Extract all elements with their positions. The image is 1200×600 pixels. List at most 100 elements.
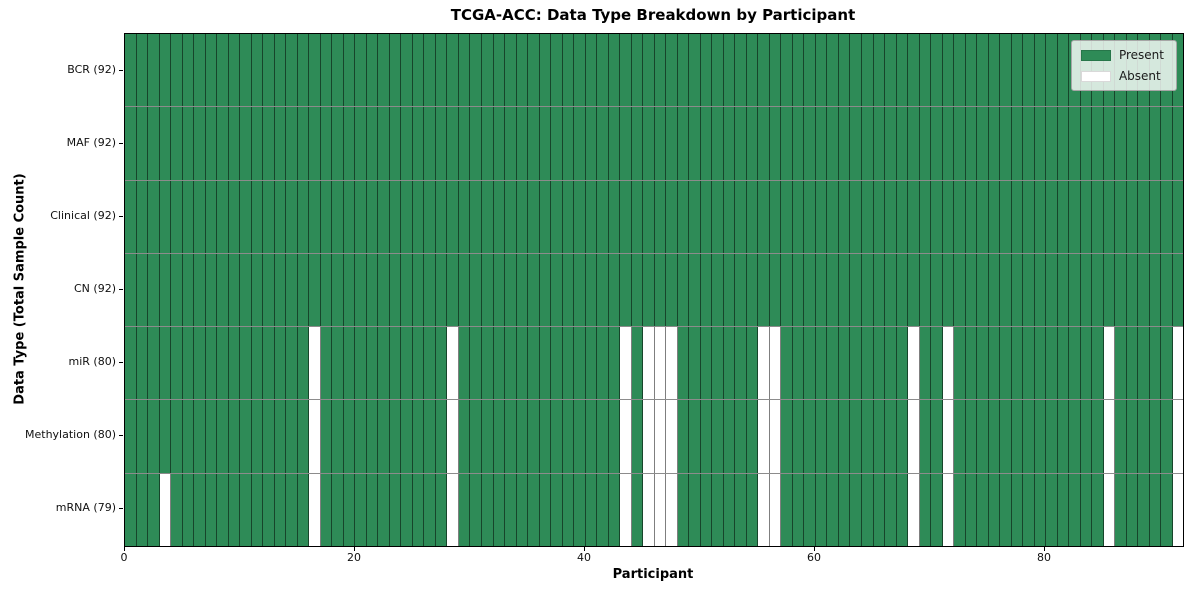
heatmap-cell xyxy=(159,400,172,473)
heatmap-cell xyxy=(1092,107,1104,180)
heatmap-cell xyxy=(1011,400,1024,473)
heatmap-cell xyxy=(804,400,816,473)
heatmap-cell xyxy=(228,473,241,546)
heatmap-cell xyxy=(1034,327,1047,400)
heatmap-cell xyxy=(942,253,955,327)
heatmap-cell xyxy=(585,34,598,107)
heatmap-cell xyxy=(125,180,137,253)
heatmap-cell xyxy=(539,473,552,546)
heatmap-cell xyxy=(516,400,529,473)
heatmap-cell xyxy=(712,34,724,107)
heatmap-cell xyxy=(228,180,241,253)
heatmap-cell xyxy=(804,473,816,546)
heatmap-cell xyxy=(574,34,586,107)
heatmap-cell xyxy=(424,473,436,546)
heatmap-cell xyxy=(815,34,828,107)
heatmap-cell xyxy=(562,253,575,327)
heatmap-cell xyxy=(528,253,540,327)
heatmap-cell xyxy=(977,34,989,107)
heatmap-cell xyxy=(597,473,609,546)
heatmap-cell xyxy=(597,180,609,253)
heatmap-cell xyxy=(263,400,275,473)
heatmap-cell xyxy=(1046,473,1058,546)
heatmap-cell xyxy=(769,34,782,107)
heatmap-cell xyxy=(274,34,287,107)
heatmap-cell xyxy=(712,400,724,473)
heatmap-cell xyxy=(654,34,667,107)
heatmap-cell xyxy=(862,34,874,107)
heatmap-cell xyxy=(148,473,160,546)
heatmap-cell xyxy=(171,400,183,473)
heatmap-cell xyxy=(608,253,621,327)
heatmap-cell xyxy=(908,473,920,546)
heatmap-cell xyxy=(1138,400,1150,473)
heatmap-cell xyxy=(862,107,874,180)
heatmap-cell xyxy=(297,327,310,400)
plot-area: Present Absent xyxy=(124,33,1184,547)
heatmap-cell xyxy=(551,180,563,253)
heatmap-cell xyxy=(654,253,667,327)
heatmap-cell xyxy=(424,400,436,473)
heatmap-cell xyxy=(136,107,149,180)
heatmap-cell xyxy=(447,400,459,473)
heatmap-cell xyxy=(827,473,839,546)
heatmap-cell xyxy=(263,473,275,546)
heatmap-cell xyxy=(654,473,667,546)
heatmap-cell xyxy=(343,473,356,546)
heatmap-cell xyxy=(988,34,1001,107)
heatmap-cell xyxy=(320,34,333,107)
heatmap-cell xyxy=(389,34,402,107)
heatmap-cell xyxy=(493,400,506,473)
heatmap-cell xyxy=(458,253,471,327)
heatmap-cell xyxy=(424,253,436,327)
heatmap-cell xyxy=(804,327,816,400)
heatmap-cell xyxy=(1149,400,1162,473)
heatmap-cell xyxy=(263,107,275,180)
heatmap-cell xyxy=(1138,107,1150,180)
heatmap-cell xyxy=(758,107,770,180)
heatmap-cell xyxy=(631,180,644,253)
heatmap-row xyxy=(125,34,1184,107)
heatmap-cell xyxy=(1092,327,1104,400)
heatmap-cell xyxy=(240,327,252,400)
heatmap-cell xyxy=(700,107,713,180)
heatmap-cell xyxy=(574,253,586,327)
heatmap-cell xyxy=(758,180,770,253)
heatmap-cell xyxy=(481,34,494,107)
heatmap-cell xyxy=(654,180,667,253)
heatmap-cell xyxy=(355,400,367,473)
heatmap-cell xyxy=(366,400,379,473)
heatmap-cell xyxy=(1046,34,1058,107)
heatmap-cell xyxy=(458,327,471,400)
heatmap-cell xyxy=(931,327,943,400)
heatmap-cell xyxy=(942,400,955,473)
heatmap-cell xyxy=(1000,327,1012,400)
heatmap-cell xyxy=(700,400,713,473)
heatmap-cell xyxy=(205,400,218,473)
heatmap-cell xyxy=(885,180,897,253)
heatmap-cell xyxy=(700,34,713,107)
heatmap-cell xyxy=(228,107,241,180)
heatmap-cell xyxy=(297,34,310,107)
heatmap-cell xyxy=(389,400,402,473)
heatmap-cell xyxy=(597,253,609,327)
heatmap-cell xyxy=(493,34,506,107)
heatmap-cell xyxy=(1172,327,1184,400)
heatmap-cell xyxy=(470,107,482,180)
heatmap-row xyxy=(125,179,1184,253)
heatmap-cell xyxy=(1138,253,1150,327)
heatmap-cell xyxy=(251,253,264,327)
heatmap-cell xyxy=(942,34,955,107)
heatmap-cell xyxy=(965,400,978,473)
heatmap-cell xyxy=(297,107,310,180)
heatmap-cell xyxy=(804,107,816,180)
heatmap-cell xyxy=(873,473,886,546)
heatmap-cell xyxy=(539,107,552,180)
heatmap-cell xyxy=(643,180,655,253)
heatmap-cell xyxy=(171,34,183,107)
heatmap-cell xyxy=(908,253,920,327)
heatmap-cell xyxy=(447,327,459,400)
heatmap-cell xyxy=(228,400,241,473)
heatmap-cell xyxy=(758,253,770,327)
heatmap-cell xyxy=(562,107,575,180)
